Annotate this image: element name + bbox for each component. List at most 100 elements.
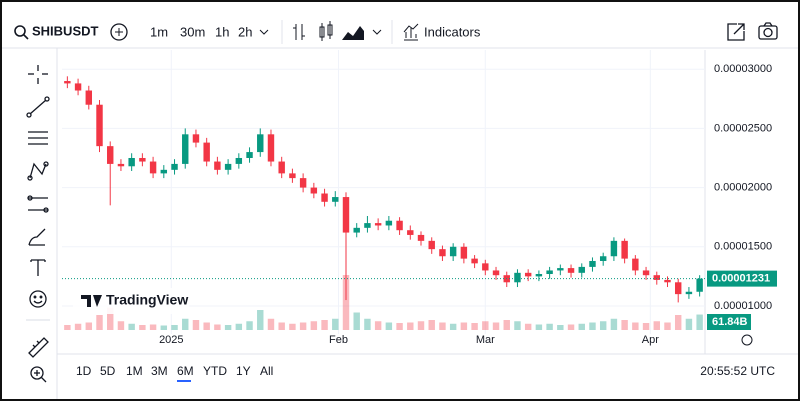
candle-body [321, 193, 328, 202]
x-tick-label: Feb [329, 334, 348, 346]
fullscreen-icon[interactable] [727, 23, 745, 41]
bar-style-icon[interactable] [293, 24, 305, 40]
range-button[interactable]: 6M [177, 364, 194, 378]
range-button[interactable]: All [260, 364, 273, 378]
volume-bar [214, 324, 221, 330]
volume-bar [353, 312, 360, 330]
candle-body [278, 161, 285, 174]
range-button[interactable]: YTD [203, 364, 227, 378]
volume-bar [642, 323, 650, 330]
emoji-tool[interactable] [29, 290, 47, 308]
volume-bar [407, 322, 414, 330]
volume-bar [96, 315, 103, 330]
ruler-tool[interactable] [28, 337, 49, 358]
range-button[interactable]: 1Y [236, 364, 251, 378]
candle-body [267, 134, 275, 162]
candle-body [674, 282, 682, 295]
range-button[interactable]: 1M [126, 364, 143, 378]
indicators-button[interactable]: Indicators [424, 24, 481, 39]
candle-body [128, 157, 135, 167]
text-tool[interactable] [30, 259, 46, 276]
last-volume-label: 61.84B [712, 316, 748, 328]
range-button[interactable]: 3M [151, 364, 168, 378]
candle-body [599, 256, 607, 261]
volume-bar [524, 323, 532, 330]
volume-bar [567, 324, 575, 330]
volume-bar [514, 321, 521, 330]
trendline-tool[interactable] [26, 96, 50, 118]
candle-body [460, 246, 468, 259]
volume-bar [599, 321, 607, 330]
candle-body [299, 178, 307, 188]
volume-bar [160, 325, 168, 330]
volume-bar [482, 321, 489, 330]
interval-dropdown[interactable] [259, 29, 269, 35]
x-tick-label: Mar [476, 334, 495, 346]
candle-body [149, 161, 157, 174]
candle-body [224, 163, 232, 170]
volume-bar [192, 320, 200, 330]
interval-button[interactable]: 1h [215, 24, 229, 39]
candle-style-icon[interactable] [319, 21, 333, 41]
fib-tool[interactable] [28, 131, 48, 145]
watermark-text: TradingView [106, 292, 188, 308]
symbol[interactable]: SHIBUSDT [32, 23, 99, 38]
candle-body [96, 104, 103, 147]
compare-button[interactable] [110, 23, 128, 41]
projection-tool[interactable] [27, 195, 49, 213]
volume-bar [203, 322, 210, 330]
volume-bar [557, 325, 564, 330]
volume-bar [64, 325, 71, 330]
candle-body [471, 258, 478, 264]
chart-type-dropdown[interactable] [372, 29, 382, 35]
volume-bar [664, 322, 671, 330]
last-volume-tag [707, 314, 751, 330]
y-tick-label: 0.00002000 [714, 181, 772, 193]
area-style-icon[interactable] [342, 26, 364, 40]
candle-body [482, 263, 489, 271]
zoom-tool[interactable] [30, 366, 47, 383]
candle-body [107, 146, 114, 164]
candle-body [332, 197, 339, 202]
snapshot-icon[interactable] [758, 22, 778, 40]
candle-body [449, 246, 457, 257]
volume-bar [171, 325, 178, 330]
range-button[interactable]: 5D [100, 364, 116, 378]
volume-bar [364, 318, 371, 330]
clock: 20:55:52 UTC [700, 364, 775, 378]
volume-bar [460, 322, 468, 330]
search-icon[interactable] [14, 25, 29, 40]
candle-body [685, 291, 693, 295]
candle-body [632, 258, 639, 271]
volume-bar [439, 322, 446, 330]
candle-body [492, 270, 500, 276]
volume-bar [385, 322, 393, 330]
interval-button[interactable]: 2h [238, 24, 252, 39]
volume-bar [332, 318, 339, 330]
interval-button[interactable]: 1m [150, 24, 168, 39]
candle-body [214, 161, 221, 170]
candle-body [310, 187, 318, 194]
volume-bar [374, 321, 382, 330]
candle-body [417, 234, 425, 241]
candle-body [664, 279, 671, 283]
x-tick-label: 2025 [159, 334, 183, 346]
interval-button[interactable]: 30m [180, 24, 205, 39]
indicators-icon[interactable] [403, 23, 419, 41]
candle-body [524, 272, 532, 277]
volume-bar [321, 320, 328, 330]
volume-bar [428, 320, 435, 330]
settings-button[interactable] [741, 334, 753, 346]
crosshair-tool[interactable] [28, 65, 48, 84]
pattern-tool[interactable] [27, 161, 49, 181]
volume-bar [685, 318, 693, 330]
brush-tool[interactable] [28, 228, 46, 246]
volume-bar [310, 321, 318, 330]
candle-body [557, 268, 564, 271]
candle-body [74, 83, 82, 91]
x-tick-label: Apr [642, 334, 659, 346]
range-button[interactable]: 1D [76, 364, 92, 378]
candle-body [610, 240, 618, 257]
candle-body [182, 134, 189, 164]
